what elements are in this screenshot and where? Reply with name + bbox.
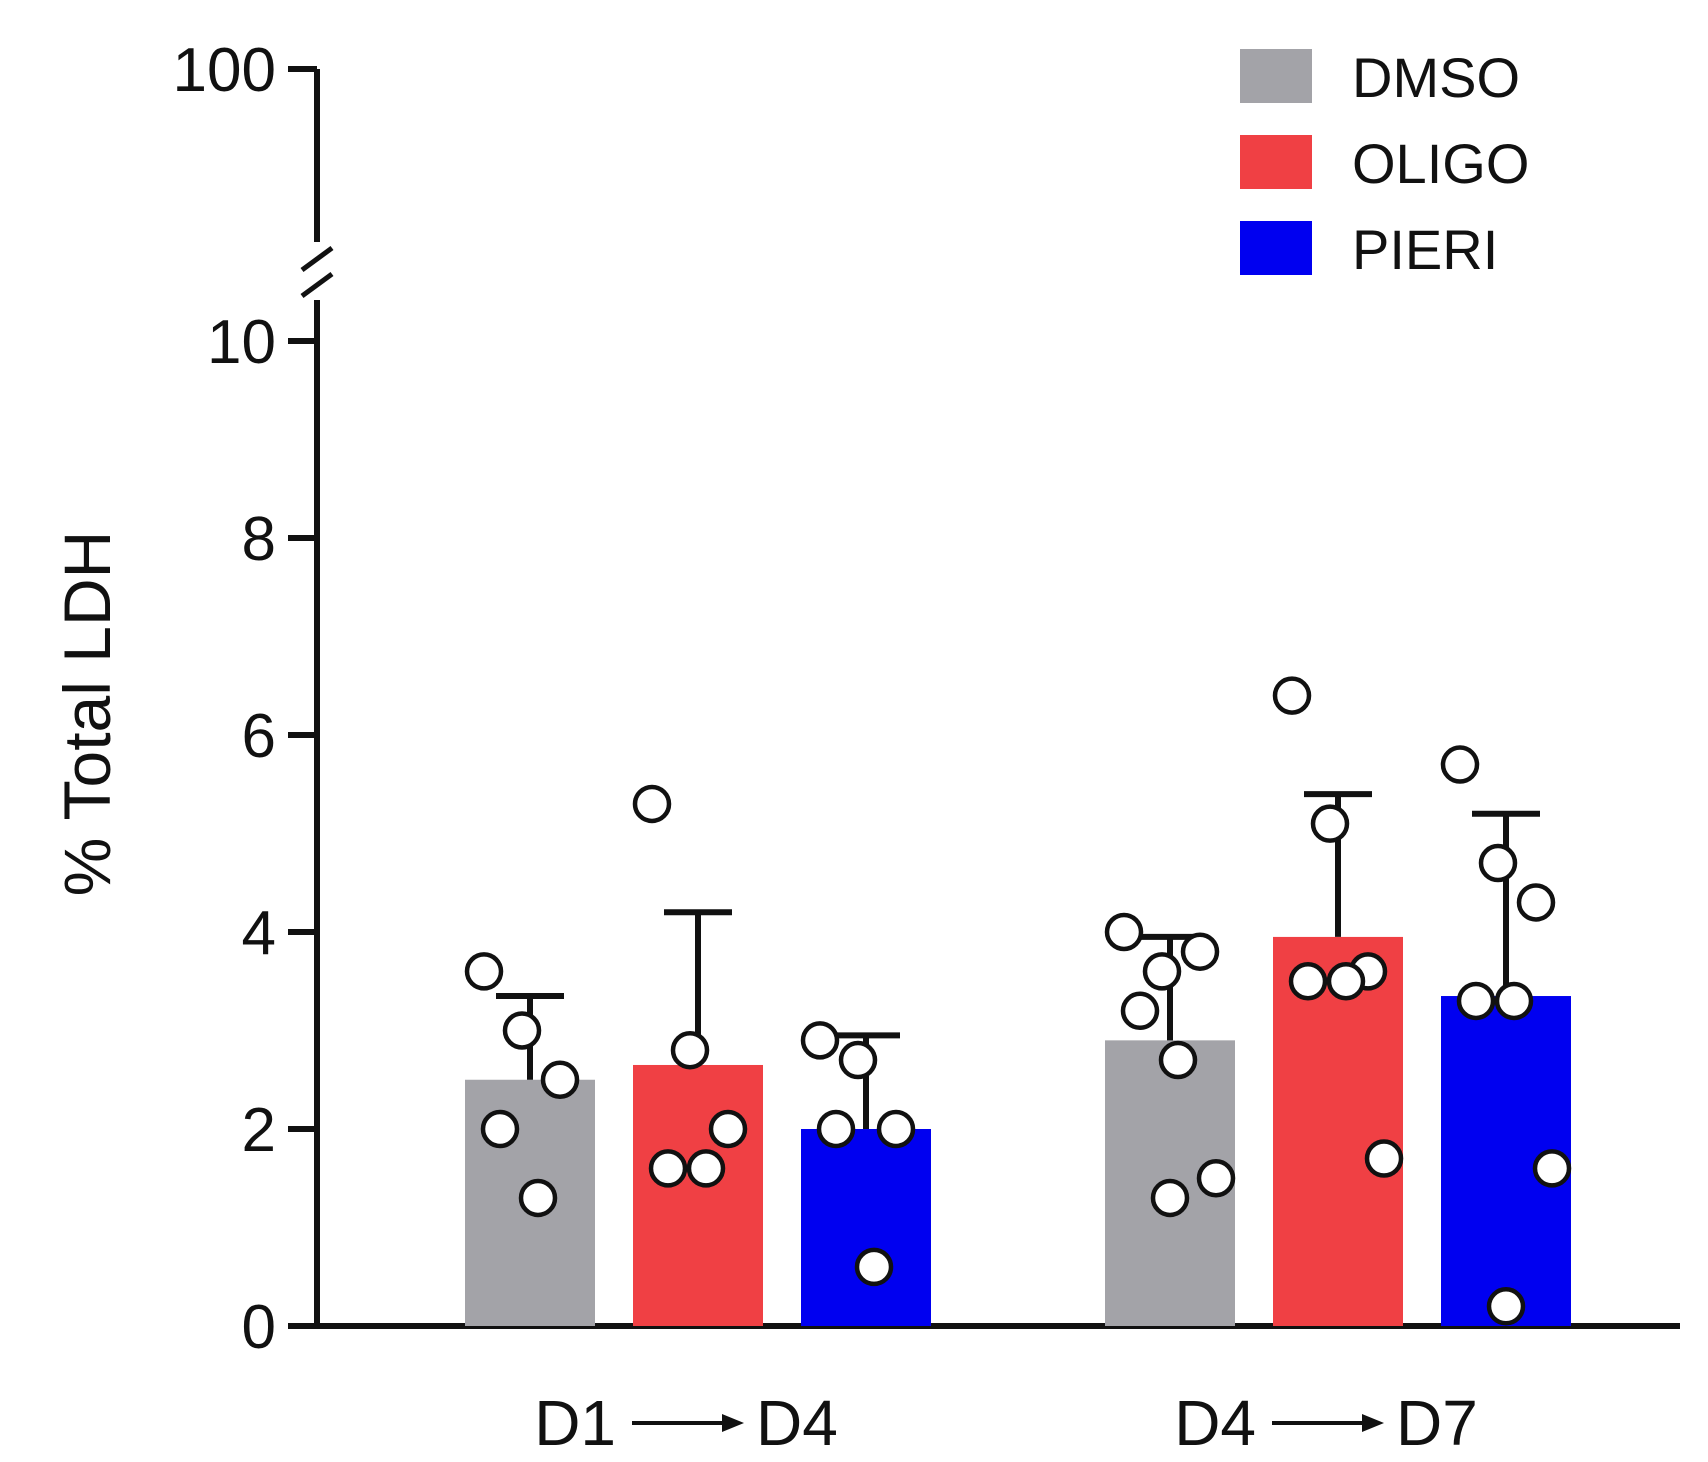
bar-oligo xyxy=(633,1064,763,1326)
data-point-dmso xyxy=(502,1011,542,1050)
x-category-from-label: D4 xyxy=(1174,1387,1256,1457)
data-point-dmso xyxy=(1120,991,1160,1031)
y-tick-label: 10 xyxy=(207,308,276,377)
data-point-dmso xyxy=(540,1060,580,1099)
y-axis-title: % Total LDH xyxy=(50,531,124,897)
bar-pieri xyxy=(801,1129,931,1326)
data-point-oligo xyxy=(648,1149,688,1188)
x-category-to-label: D7 xyxy=(1396,1387,1478,1457)
data-point-dmso xyxy=(1158,1040,1198,1080)
y-tick-label-100: 100 xyxy=(173,36,276,105)
data-point-pieri xyxy=(1456,981,1496,1021)
data-point-pieri xyxy=(1532,1149,1572,1188)
data-point-oligo xyxy=(632,784,672,824)
data-point-pieri xyxy=(1494,981,1534,1021)
x-category-labels: D1 D4 D4 D7 xyxy=(534,1387,1478,1459)
legend-swatch-pieri xyxy=(1240,221,1312,275)
bars xyxy=(465,936,1571,1326)
legend-swatch-dmso xyxy=(1240,49,1312,103)
legend-label-dmso: DMSO xyxy=(1352,46,1520,109)
data-point-pieri xyxy=(800,1021,840,1060)
bar-oligo xyxy=(1273,936,1403,1326)
data-point-dmso xyxy=(518,1178,558,1218)
x-category-to-label: D4 xyxy=(756,1387,838,1457)
data-point-oligo xyxy=(1326,962,1366,1001)
data-point-pieri xyxy=(838,1040,878,1080)
y-tick-label: 0 xyxy=(242,1293,276,1362)
data-point-dmso xyxy=(1150,1178,1190,1218)
axis-break-mark xyxy=(300,271,334,299)
y-tick-label: 6 xyxy=(242,702,276,771)
data-point-pieri xyxy=(876,1109,916,1149)
legend-label-pieri: PIERI xyxy=(1352,218,1498,281)
data-point-dmso xyxy=(464,952,504,991)
data-point-pieri xyxy=(1486,1287,1526,1326)
y-ticks: 0 2 4 6 8 10 xyxy=(207,308,317,1362)
axis-break-mark xyxy=(300,245,334,273)
data-point-dmso xyxy=(480,1109,520,1149)
data-point-pieri xyxy=(1478,843,1518,883)
arrow-head-icon xyxy=(1362,1414,1384,1432)
legend-label-oligo: OLIGO xyxy=(1352,132,1529,195)
y-tick-label: 8 xyxy=(242,505,276,574)
data-point-pieri xyxy=(816,1109,856,1149)
arrow-head-icon xyxy=(722,1414,744,1432)
data-points xyxy=(464,676,1572,1326)
data-point-pieri xyxy=(1440,745,1480,784)
data-point-oligo xyxy=(1310,804,1350,843)
legend-swatch-oligo xyxy=(1240,135,1312,189)
legend: DMSO OLIGO PIERI xyxy=(1240,46,1529,281)
data-point-pieri xyxy=(1516,883,1556,922)
data-point-oligo xyxy=(708,1109,748,1149)
data-point-oligo xyxy=(670,1030,710,1070)
data-point-oligo xyxy=(686,1149,726,1188)
y-tick-label: 2 xyxy=(242,1096,276,1165)
data-point-oligo xyxy=(1364,1139,1404,1178)
data-point-oligo xyxy=(1288,962,1328,1001)
data-point-dmso xyxy=(1180,932,1220,971)
data-point-dmso xyxy=(1196,1159,1236,1198)
data-point-dmso xyxy=(1142,952,1182,991)
data-point-dmso xyxy=(1104,912,1144,952)
data-point-pieri xyxy=(854,1247,894,1287)
y-tick-label: 4 xyxy=(242,899,276,968)
data-point-oligo xyxy=(1272,676,1312,715)
x-category-from-label: D1 xyxy=(534,1387,616,1457)
